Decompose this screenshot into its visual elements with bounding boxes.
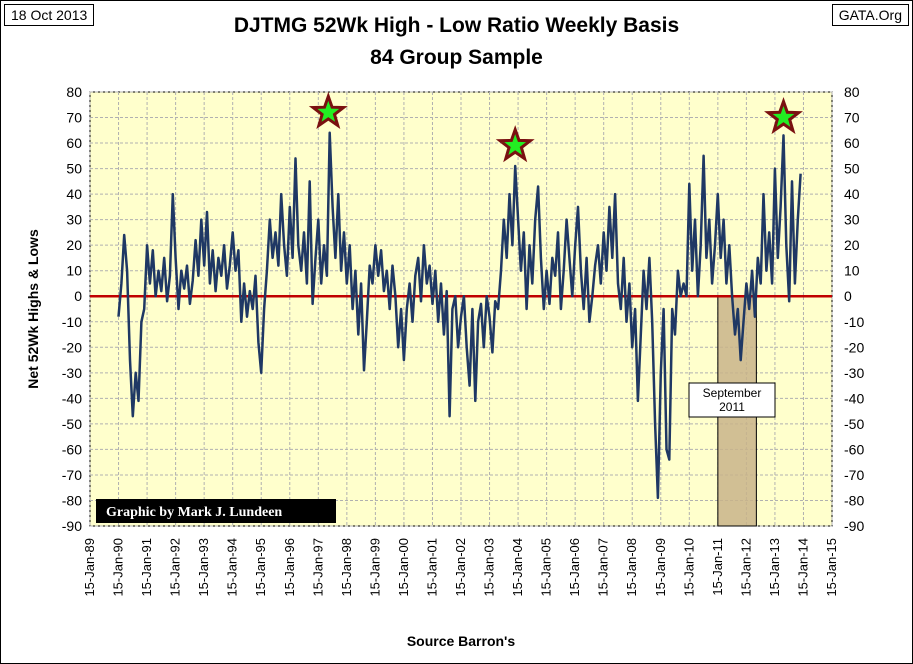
y-tick-label-right: -10 [844,314,864,330]
y-tick-label-left: 0 [74,288,82,304]
x-tick-label: 15-Jan-90 [111,538,126,597]
y-tick-label-left: 20 [66,237,82,253]
x-tick-label: 15-Jan-04 [510,538,525,597]
x-tick-label: 15-Jan-12 [738,538,753,597]
x-tick-label: 15-Jan-11 [710,538,725,596]
source-tag: GATA.Org [831,4,909,26]
x-tick-label: 15-Jan-13 [767,538,782,597]
x-tick-label: 15-Jan-91 [139,538,154,597]
x-tick-label: 15-Jan-06 [567,538,582,597]
x-axis: 15-Jan-89 15-Jan-90 15-Jan-91 15-Jan-92 15-J… [82,538,839,597]
y-tick-label-left: 30 [66,212,82,228]
y-tick-label-left: -10 [62,314,82,330]
y-tick-label-left: 80 [66,84,82,100]
x-tick-label: 15-Jan-92 [168,538,183,597]
x-tick-label: 15-Jan-99 [367,538,382,597]
y-tick-label-right: -60 [844,441,864,457]
y-tick-label-right: 10 [844,263,860,279]
x-tick-label: 15-Jan-93 [196,538,211,597]
x-tick-label: 15-Jan-01 [424,538,439,597]
y-axis-right: 80 70 60 50 40 30 20 10 0 -10 -20 -30 -40 -50 -60 -70 -8… [844,84,864,534]
x-tick-label: 15-Jan-14 [795,538,810,597]
y-tick-label-right: 80 [844,84,860,100]
y-tick-label-left: 40 [66,186,82,202]
y-tick-label-left: -90 [62,518,82,534]
x-tick-label: 15-Jan-02 [453,538,468,597]
x-tick-label: 15-Jan-03 [482,538,497,597]
y-tick-label-right: 30 [844,212,860,228]
y-tick-label-right: 20 [844,237,860,253]
y-tick-label-right: -50 [844,416,864,432]
x-tick-label: 15-Jan-07 [596,538,611,597]
y-tick-label-right: 60 [844,135,860,151]
star-marker [495,125,535,163]
y-tick-label-right: -20 [844,339,864,355]
x-tick-label: 15-Jan-08 [624,538,639,597]
y-tick-label-left: 50 [66,161,82,177]
credit-box: Graphic by Mark J. Lundeen [96,499,336,523]
y-tick-label-left: -50 [62,416,82,432]
y-tick-label-right: 70 [844,110,860,126]
star-marker [764,96,803,135]
x-tick-label: 15-Jan-94 [225,538,240,597]
y-axis-label: Net 52Wk Highs & Lows [25,229,41,389]
y-tick-label-right: 50 [844,161,860,177]
star-markers [308,91,803,163]
y-tick-label-right: 40 [844,186,860,202]
x-axis-label: Source Barron's [407,633,516,649]
y-tick-label-left: -60 [62,441,82,457]
x-tick-label: 15-Jan-10 [681,538,696,597]
star-marker [308,91,348,130]
y-tick-label-left: -70 [62,467,82,483]
credit-text: Graphic by Mark J. Lundeen [106,505,282,520]
y-tick-label-left: -40 [62,390,82,406]
y-tick-label-left: -20 [62,339,82,355]
date-label: 18 Oct 2013 [4,4,95,26]
y-tick-label-right: -90 [844,518,864,534]
annotation-label: September 2011 [688,382,776,418]
x-tick-label: 15-Jan-95 [253,538,268,597]
annotation-label-box [688,382,776,418]
y-tick-label-left: 60 [66,135,82,151]
x-tick-label: 15-Jan-15 [824,538,839,597]
chart-subtitle: 84 Group Sample [370,46,543,69]
y-tick-label-right: 0 [844,288,852,304]
series-line [117,131,802,500]
y-tick-label-right: -70 [844,467,864,483]
x-tick-label: 15-Jan-97 [310,538,325,597]
x-tick-label: 15-Jan-05 [539,538,554,597]
annotation-line2: 2011 [719,400,745,414]
x-tick-label: 15-Jan-09 [653,538,668,597]
x-tick-label: 15-Jan-00 [396,538,411,597]
y-tick-label-left: -30 [62,365,82,381]
y-axis-left: 80 70 60 50 40 30 20 10 0 -10 -20 -30 -40 -50 -60 -70 -8… [62,84,82,534]
y-tick-label-left: 70 [66,110,82,126]
x-tick-label: 15-Jan-89 [82,538,97,597]
chart-title: DJTMG 52Wk High - Low Ratio Weekly Basis [233,14,680,37]
x-tick-label: 15-Jan-98 [339,538,354,597]
y-tick-label-right: -30 [844,365,864,381]
y-tick-label-left: 10 [66,263,82,279]
y-tick-label-right: -80 [844,492,864,508]
annotation-line1: September [703,386,762,400]
y-tick-label-right: -40 [844,390,864,406]
y-tick-label-left: -80 [62,492,82,508]
x-tick-label: 15-Jan-96 [282,538,297,597]
